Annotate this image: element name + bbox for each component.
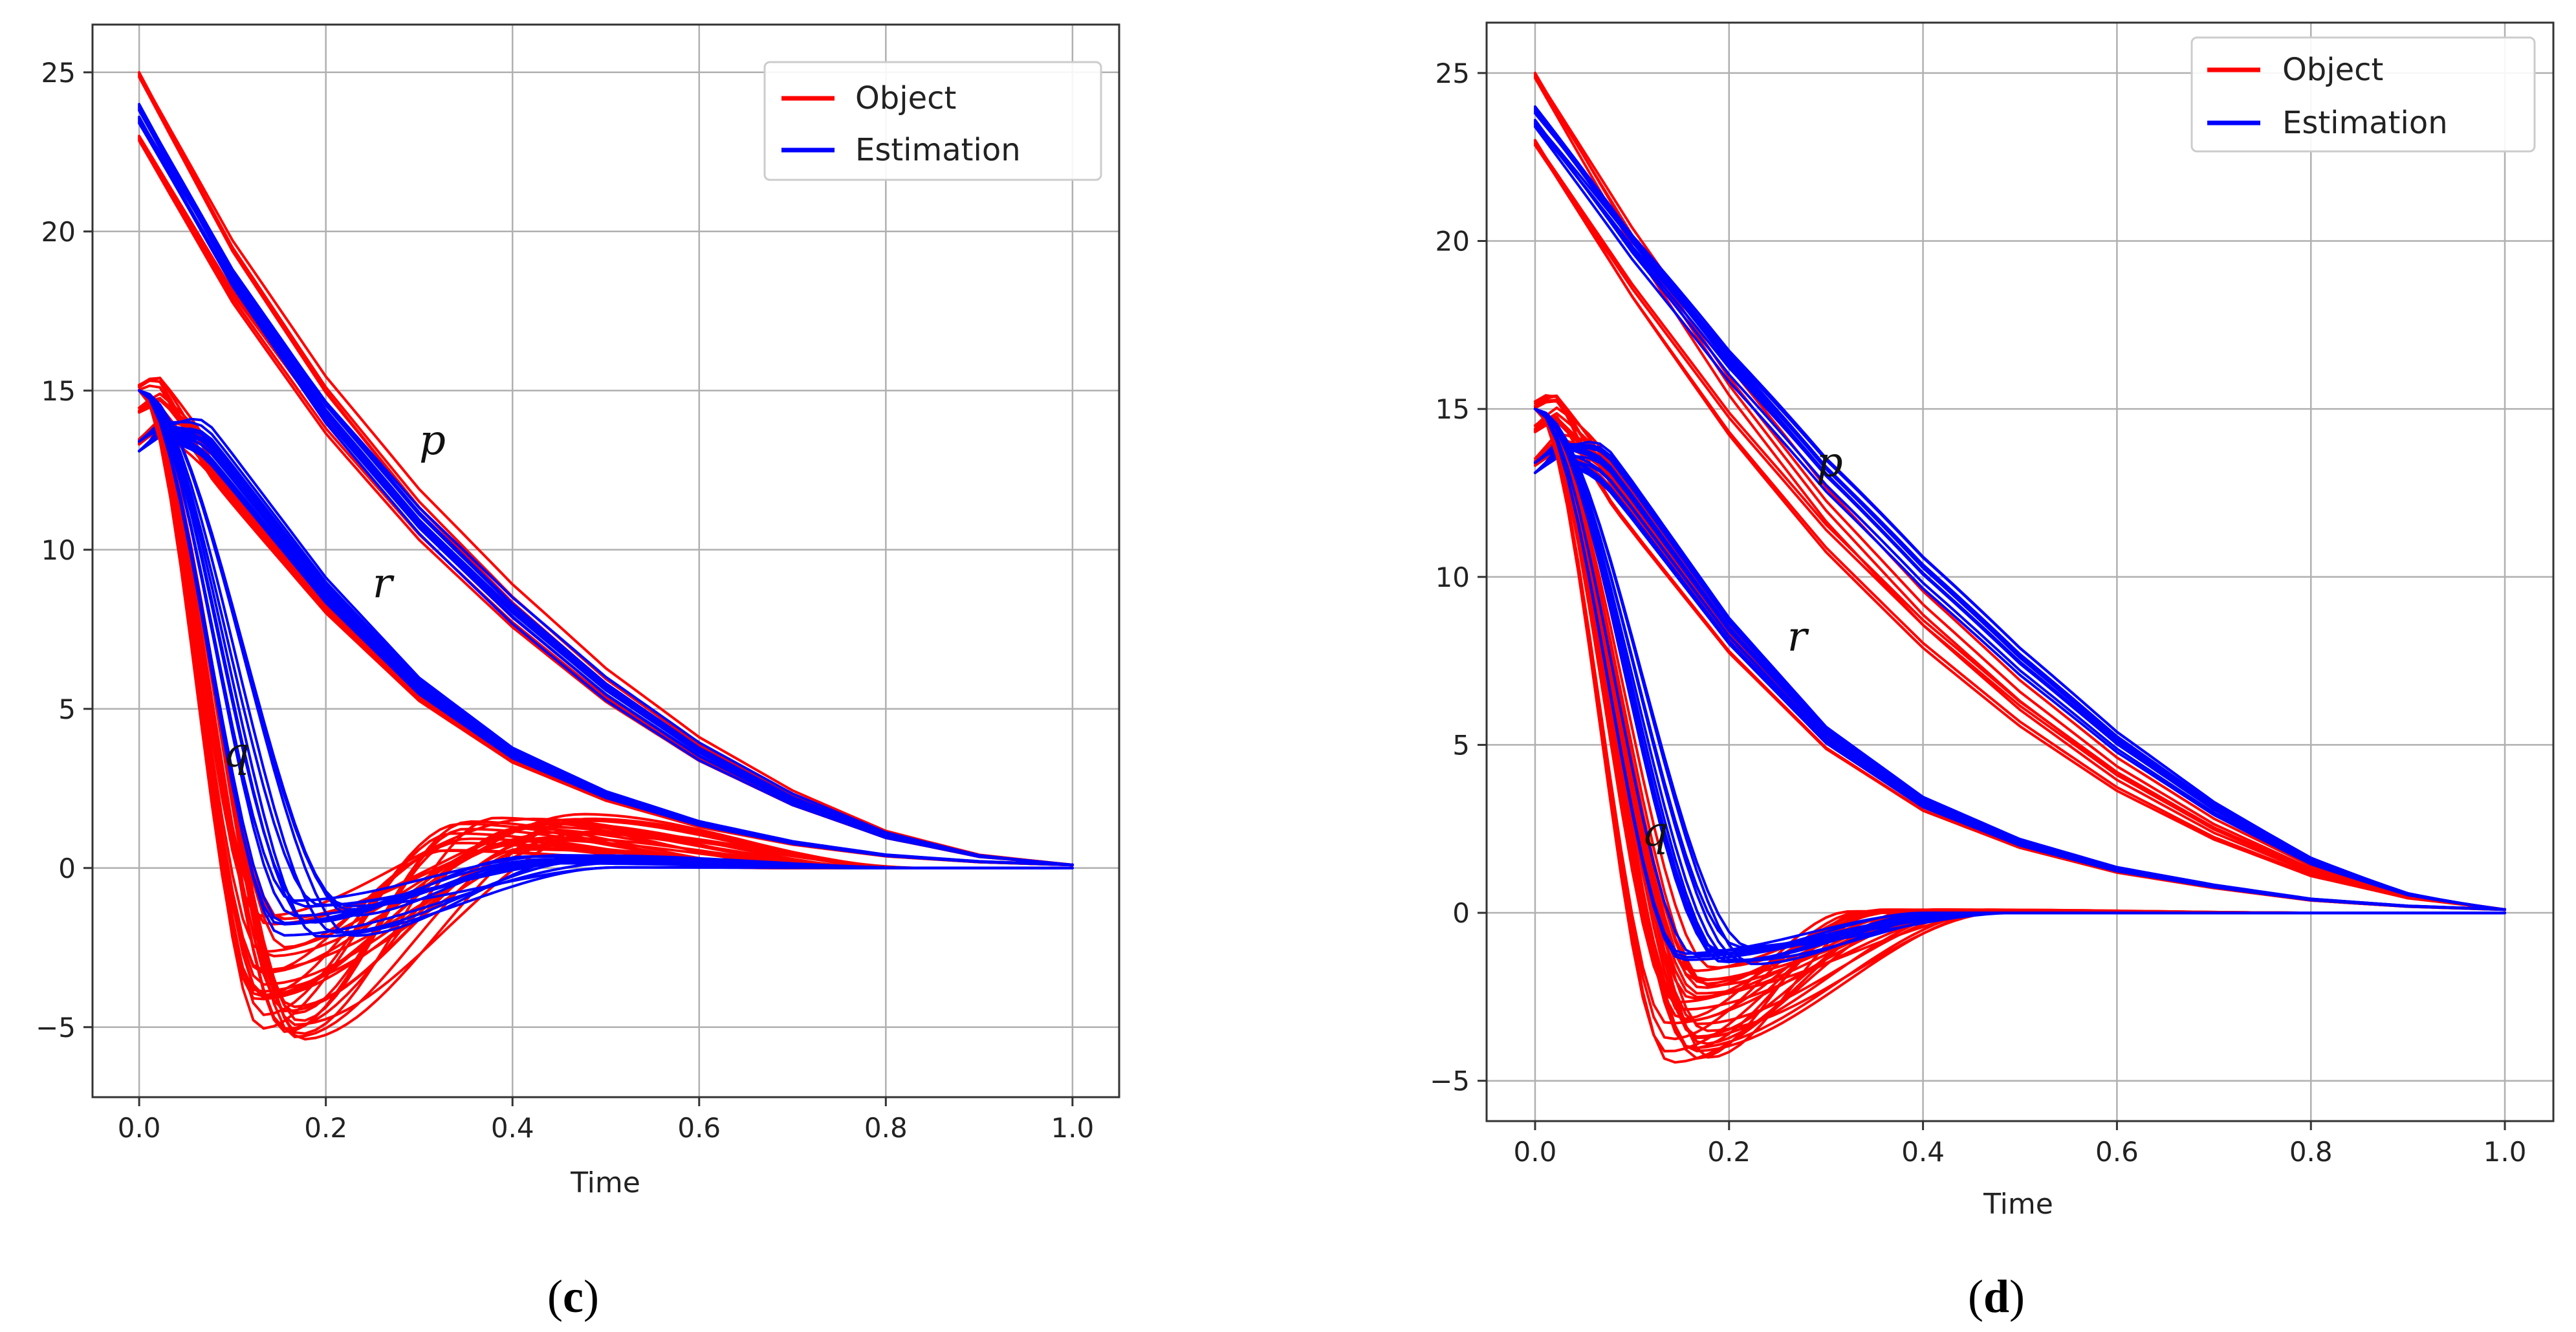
annotation-q-d: q xyxy=(1642,808,1668,856)
annotation-r-c: r xyxy=(373,560,395,608)
y-tick-label-c-0: −5 xyxy=(36,1012,76,1043)
r-estimation-curve-d-51 xyxy=(1534,454,2506,911)
chart-panel-d: 0.0 0.2 0.4 0.6 0.8 1.0 −5 0 5 10 15 20 25 Time Obje… xyxy=(1430,21,2555,1322)
legend-label-estimation-d: Estimation xyxy=(2282,105,2448,141)
x-tick-label-d-5: 1.0 xyxy=(2483,1136,2527,1168)
annotation-q-c: q xyxy=(223,728,250,776)
x-tick-label-d-1: 0.2 xyxy=(1707,1136,1751,1168)
p-estimation-curve-c-14 xyxy=(138,117,1074,867)
x-tick-label-c-3: 0.6 xyxy=(677,1112,721,1144)
x-axis-label-c: Time xyxy=(570,1166,640,1199)
x-tick-label-d-3: 0.6 xyxy=(2095,1136,2139,1168)
x-axis-label-d: Time xyxy=(1983,1188,2053,1221)
axis-ticks-d: 0.0 0.2 0.4 0.6 0.8 1.0 −5 0 5 10 15 20 25 xyxy=(1430,58,2526,1168)
legend-label-estimation-c: Estimation xyxy=(855,132,1021,168)
annotation-p-c: p xyxy=(419,417,446,464)
y-tick-label-c-5: 20 xyxy=(41,216,76,248)
p-estimation-curve-c-17 xyxy=(138,122,1074,867)
annotation-r-d: r xyxy=(1787,613,1809,661)
legend-label-object-d: Object xyxy=(2282,52,2383,88)
x-tick-label-c-2: 0.4 xyxy=(491,1112,534,1144)
legend-c: Object Estimation xyxy=(763,61,1102,181)
panel-label-open-c: ( xyxy=(547,1271,563,1322)
y-tick-label-c-6: 25 xyxy=(41,57,76,89)
q-estimation-curve-d-93 xyxy=(1534,408,2506,956)
legend-box-c xyxy=(763,61,1102,181)
panel-label-close-c: ) xyxy=(584,1271,599,1322)
y-tick-label-d-5: 20 xyxy=(1435,226,1470,257)
y-tick-label-d-0: −5 xyxy=(1430,1065,1470,1097)
p-estimation-curve-d-17 xyxy=(1534,126,2506,912)
x-tick-label-c-1: 0.2 xyxy=(304,1112,347,1144)
panel-label-close-d: ) xyxy=(2009,1271,2025,1322)
p-estimation-curve-d-16 xyxy=(1534,124,2506,912)
chart-panel-c: 0.0 0.2 0.4 0.6 0.8 1.0 −5 0 5 10 15 20 25 Time Obje… xyxy=(36,23,1120,1322)
plot-frame-d xyxy=(1485,21,2555,1122)
p-object-curve-d-2 xyxy=(1534,75,2506,911)
legend-label-object-c: Object xyxy=(855,80,956,116)
y-tick-label-d-4: 15 xyxy=(1435,393,1470,425)
annotation-p-d: p xyxy=(1817,439,1843,486)
plot-frame-c xyxy=(91,23,1120,1098)
y-tick-label-c-1: 0 xyxy=(58,853,76,884)
panel-label-d: (d) xyxy=(1968,1271,2025,1322)
panel-label-letter-c: c xyxy=(563,1271,584,1322)
axis-ticks-c: 0.0 0.2 0.4 0.6 0.8 1.0 −5 0 5 10 15 20 25 xyxy=(36,57,1094,1144)
x-tick-label-c-4: 0.8 xyxy=(864,1112,908,1144)
x-tick-label-d-0: 0.0 xyxy=(1514,1136,1557,1168)
x-tick-label-d-4: 0.8 xyxy=(2289,1136,2333,1168)
x-tick-label-c-5: 1.0 xyxy=(1051,1112,1094,1144)
gridlines-c xyxy=(93,25,1119,1097)
legend-d: Object Estimation xyxy=(2190,36,2536,153)
legend-box-d xyxy=(2190,36,2536,153)
p-object-curve-d-7 xyxy=(1534,144,2506,912)
panel-label-c: (c) xyxy=(547,1271,599,1322)
x-tick-label-c-0: 0.0 xyxy=(118,1112,161,1144)
curve-annotations-d: p r q xyxy=(1642,439,1843,856)
r-estimation-curve-c-51 xyxy=(138,431,1074,866)
y-tick-label-d-3: 10 xyxy=(1435,562,1470,593)
panel-label-letter-d: d xyxy=(1983,1271,2009,1322)
y-tick-label-d-1: 0 xyxy=(1452,897,1470,929)
y-tick-label-c-2: 5 xyxy=(58,693,76,725)
q-estimation-curve-c-93 xyxy=(138,389,1074,917)
p-object-curve-d-6 xyxy=(1534,142,2506,912)
panel-label-open-d: ( xyxy=(1968,1271,1983,1322)
y-tick-label-d-6: 25 xyxy=(1435,58,1470,89)
curves-d xyxy=(1534,71,2506,1064)
y-tick-label-c-4: 15 xyxy=(41,375,76,407)
x-tick-label-d-2: 0.4 xyxy=(1901,1136,1945,1168)
y-tick-label-d-2: 5 xyxy=(1452,729,1470,761)
y-tick-label-c-3: 10 xyxy=(41,534,76,566)
curve-annotations-c: p r q xyxy=(223,417,446,776)
curves-c xyxy=(138,71,1074,1041)
